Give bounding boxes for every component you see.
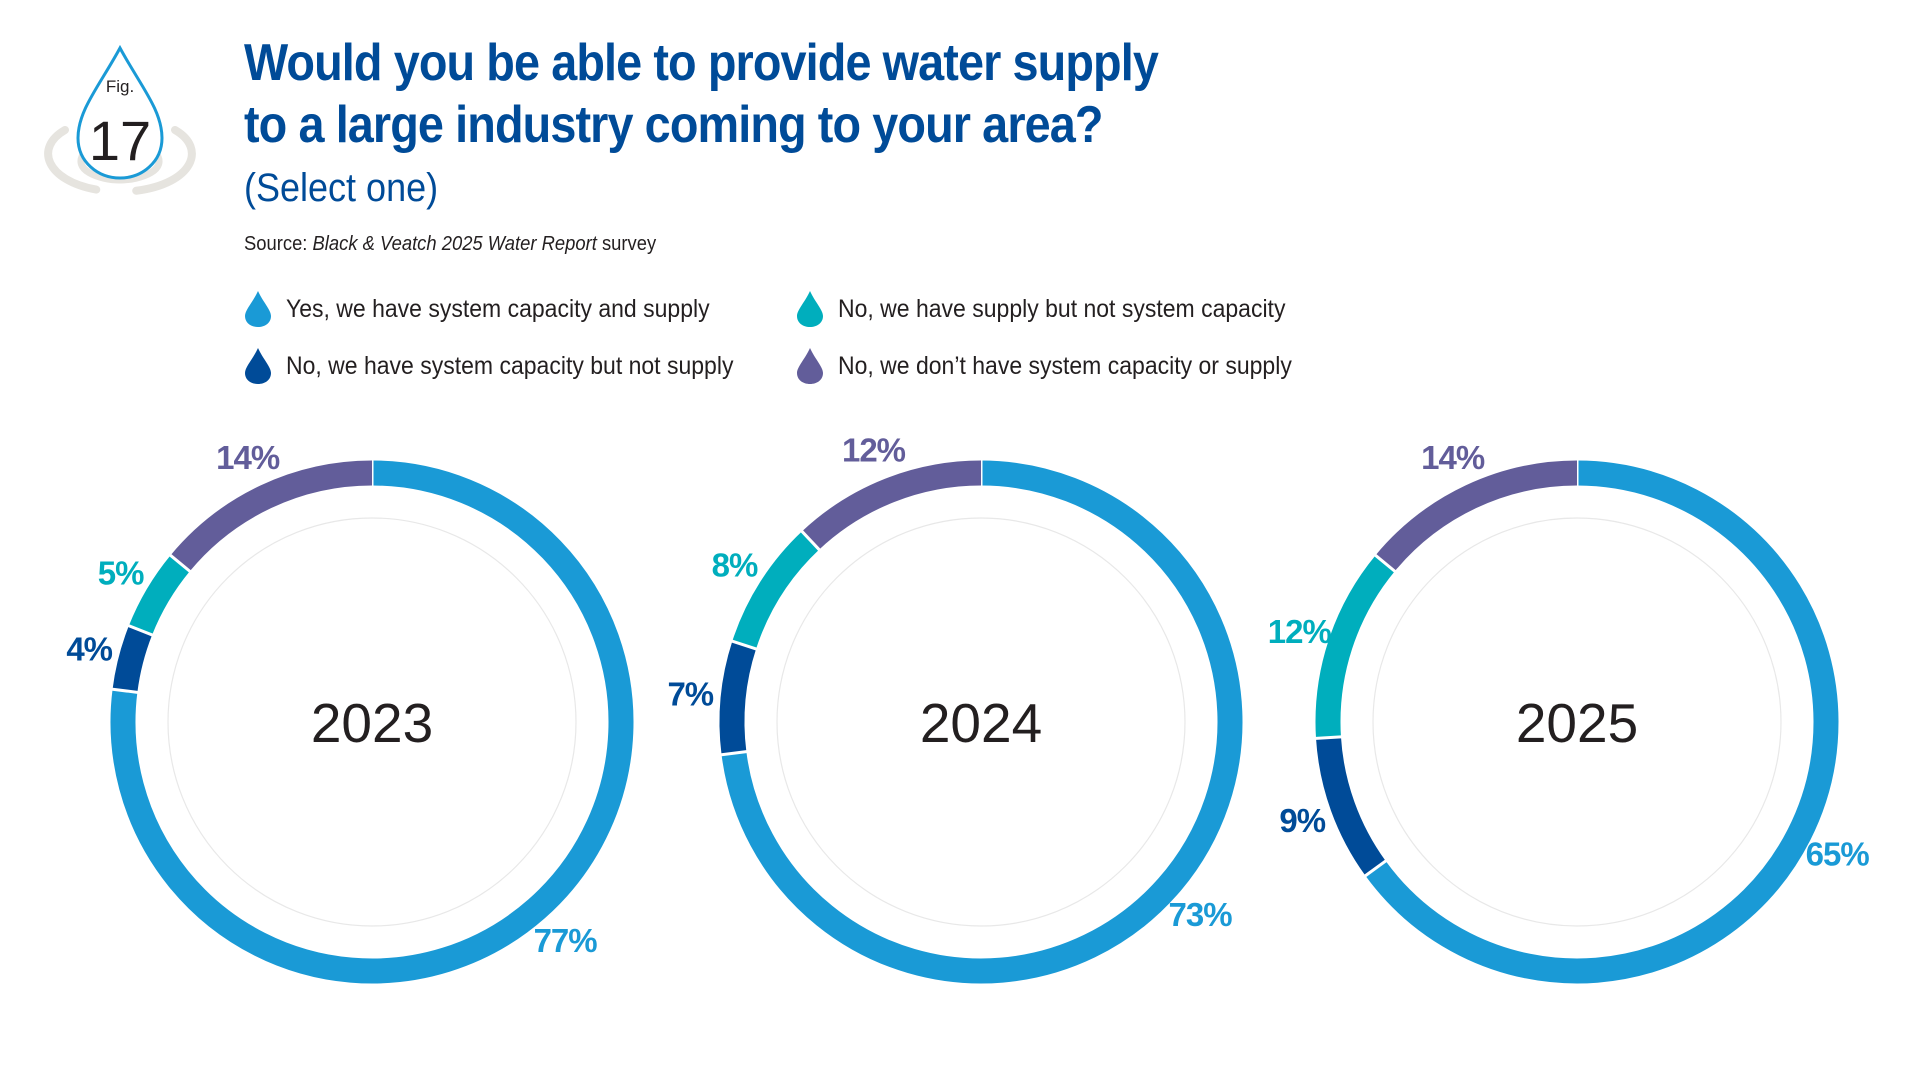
donut-segment — [801, 460, 982, 550]
figure-label: Fig. — [106, 77, 134, 96]
legend-label: No, we don’t have system capacity or sup… — [838, 351, 1292, 380]
donut-segment — [1365, 460, 1839, 984]
donut-segment — [1375, 460, 1578, 572]
data-label: 14% — [1421, 439, 1485, 476]
donut-segment — [110, 460, 634, 984]
data-label: 12% — [1268, 613, 1332, 650]
inner-ring — [167, 517, 577, 927]
source-note: Source: Black & Veatch 2025 Water Report… — [244, 233, 656, 256]
donut-segment — [1316, 736, 1386, 876]
donut-segment — [719, 641, 757, 755]
donut-year-label: 2023 — [311, 692, 433, 754]
donut-segment — [732, 531, 820, 650]
title-line-2: to a large industry coming to your area? — [244, 96, 1103, 154]
segment-divider — [168, 552, 193, 574]
segment-divider — [799, 528, 822, 553]
donut-segment — [112, 625, 153, 693]
legend-item-yes: Yes, we have system capacity and supply — [244, 290, 746, 328]
data-label: 9% — [1279, 802, 1325, 839]
segment-divider — [126, 623, 155, 638]
legend-label: Yes, we have system capacity and supply — [286, 294, 710, 323]
data-label: 8% — [712, 547, 758, 584]
donut-segment — [170, 460, 373, 572]
legend-item-neither: No, we don’t have system capacity or sup… — [796, 347, 1331, 385]
title-line-1: Would you be able to provide water suppl… — [244, 34, 1159, 92]
donut-chart-2024: 73% 7% 8% 12% 2024 — [667, 432, 1243, 984]
subtitle: (Select one) — [244, 166, 439, 210]
segment-divider — [1362, 858, 1389, 879]
donut-chart-2025: 65% 9% 12% 14% 2025 — [1268, 439, 1870, 984]
legend-label: No, we have supply but not system capaci… — [838, 294, 1286, 323]
donut-year-label: 2024 — [920, 692, 1042, 754]
legend-label: No, we have system capacity but not supp… — [286, 351, 734, 380]
drop-icon — [245, 348, 271, 384]
data-label: 5% — [98, 554, 144, 591]
data-label: 65% — [1806, 836, 1870, 873]
drop-icon — [797, 348, 823, 384]
donut-segment — [1315, 555, 1395, 739]
data-label: 7% — [667, 676, 713, 713]
source-publication: Black & Veatch 2025 Water Report — [312, 233, 597, 255]
segment-divider — [719, 749, 749, 757]
segment-divider — [729, 639, 759, 651]
figure-number: 17 — [89, 109, 151, 172]
drop-icon — [245, 291, 271, 327]
drop-icon — [797, 291, 823, 327]
inner-ring — [776, 517, 1186, 927]
source-suffix: survey — [596, 233, 657, 255]
legend-item-supply-no-capacity: No, we have supply but not system capaci… — [796, 290, 1324, 328]
source-prefix: Source: — [244, 233, 313, 255]
donut-segment — [128, 555, 190, 636]
donut-segment — [721, 460, 1243, 984]
data-label: 73% — [1169, 896, 1233, 933]
data-label: 12% — [842, 432, 906, 469]
legend-item-capacity-no-supply: No, we have system capacity but not supp… — [244, 347, 772, 385]
data-label: 4% — [66, 630, 112, 667]
page-title: Would you be able to provide water suppl… — [244, 32, 1159, 156]
inner-ring — [1372, 517, 1782, 927]
data-label: 14% — [216, 439, 280, 476]
segment-divider — [1373, 552, 1398, 574]
donut-chart-2023: 77% 4% 5% 14% 2023 — [66, 439, 634, 984]
figure-drop-icon: Fig. 17 — [44, 44, 196, 197]
segment-divider — [1313, 735, 1344, 741]
data-label: 77% — [534, 922, 598, 959]
donut-year-label: 2025 — [1516, 692, 1638, 754]
segment-divider — [110, 687, 140, 695]
